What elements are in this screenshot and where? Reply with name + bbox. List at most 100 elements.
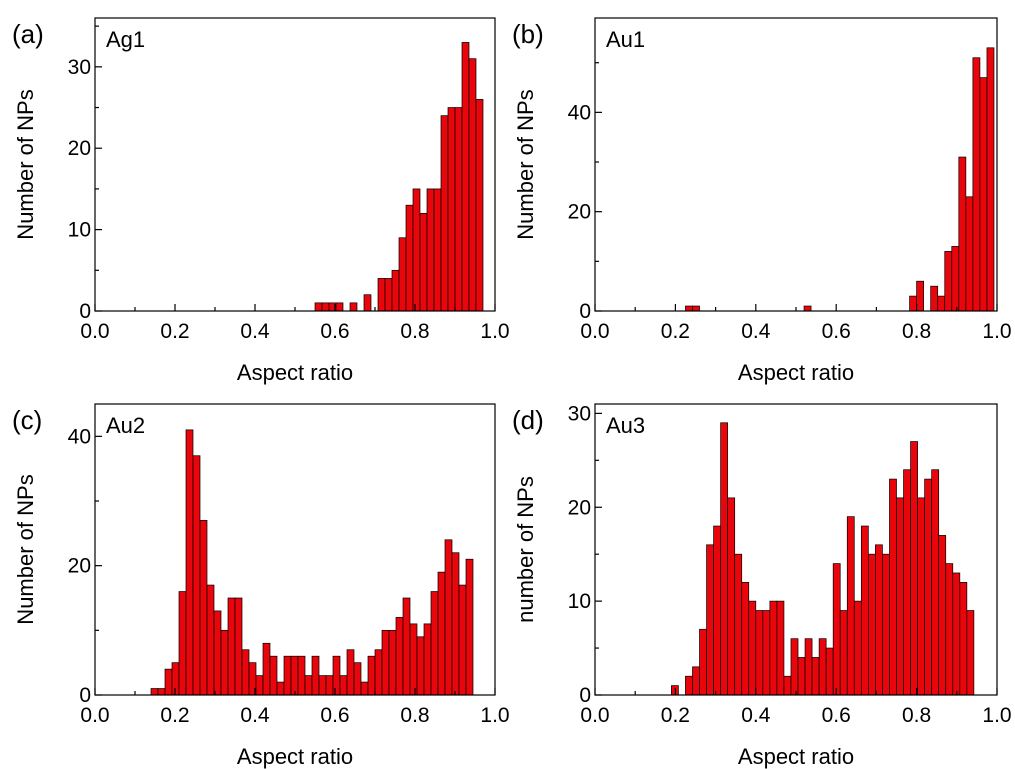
x-tick-label: 0.2 [661, 704, 690, 727]
bars [685, 47, 995, 312]
y-tick-label: 40 [68, 425, 91, 448]
histogram-bar [931, 469, 940, 696]
sample-label: Ag1 [106, 27, 145, 52]
histogram-bar [832, 563, 841, 696]
x-tick-label: 1.0 [480, 704, 509, 727]
y-axis-title: Number of NPs [13, 474, 38, 624]
y-axis-title: number of NPs [513, 476, 538, 623]
plot-frame [594, 17, 998, 312]
histogram-bar [241, 649, 250, 696]
histogram-bar [951, 246, 960, 312]
histogram-bar [283, 655, 292, 696]
x-axis-title: Aspect ratio [237, 360, 353, 385]
histogram-bar [405, 204, 414, 312]
histogram-bar [185, 429, 194, 696]
x-axis-title: Aspect ratio [738, 360, 854, 385]
histogram-bar [426, 188, 435, 312]
x-tick-label: 0.8 [400, 320, 429, 343]
histogram-bar [776, 600, 785, 696]
x-axis-title: Aspect ratio [237, 744, 353, 769]
histogram-bar [896, 497, 904, 696]
histogram-bar [706, 544, 714, 696]
histogram-bar [433, 188, 442, 312]
x-tick-label: 0.8 [902, 704, 931, 727]
y-tick-label: 20 [568, 201, 591, 224]
panel-label: (a) [12, 19, 44, 49]
histogram-bar [150, 688, 159, 696]
histogram-bar [699, 628, 707, 696]
y-tick-label: 30 [568, 402, 591, 425]
histogram-bar [458, 584, 467, 696]
histogram-bar [311, 655, 320, 696]
x-tick-label: 0.8 [400, 704, 429, 727]
histogram-bar [412, 188, 421, 312]
histogram-bar [440, 115, 449, 312]
histogram-bar [363, 294, 372, 312]
histogram-bar [909, 295, 917, 312]
histogram-bar [339, 675, 348, 696]
histogram-bar [321, 302, 330, 312]
histogram-bar [945, 563, 954, 696]
histogram-bar [734, 553, 743, 696]
y-tick-label: 0 [579, 300, 591, 323]
x-tick-label: 0.0 [80, 320, 109, 343]
histogram-bar [839, 610, 848, 696]
histogram-bar [853, 600, 862, 696]
y-tick-label: 20 [68, 555, 91, 578]
x-tick-label: 0.4 [741, 320, 771, 343]
x-tick-label: 0.2 [661, 320, 690, 343]
histogram-bar [335, 302, 344, 312]
histogram-bar [783, 675, 792, 696]
sample-label: Au3 [606, 413, 645, 438]
histogram-bar [332, 655, 341, 696]
histogram-bar [916, 280, 924, 312]
y-axis-title: Number of NPs [13, 89, 38, 239]
x-tick-label: 0.8 [902, 320, 931, 343]
y-tick-label: 0 [79, 300, 91, 323]
x-axis-title: Aspect ratio [738, 744, 854, 769]
histogram-bar [367, 655, 376, 696]
x-tick-label: 1.0 [480, 320, 509, 343]
histogram-bar [972, 57, 981, 312]
y-tick-label: 30 [68, 56, 91, 79]
histogram-bar [381, 629, 390, 696]
panel-label: (d) [512, 405, 544, 435]
histogram-bar [255, 675, 264, 696]
histogram-bar [868, 553, 876, 696]
histogram-bar [318, 675, 327, 696]
histogram-bar [164, 668, 173, 696]
histogram-bar [875, 544, 883, 696]
histogram-bar [353, 662, 362, 696]
panel-c: 0.0 0.2 0.4 0.6 0.8 1.0 0 20 40 (c) Au2 Aspect rati… [12, 403, 510, 769]
x-tick-label: 0.0 [580, 704, 609, 727]
histogram-bar [803, 305, 812, 312]
histogram-bar [447, 107, 456, 312]
histogram-bar [924, 478, 933, 696]
sample-label: Au2 [106, 413, 145, 438]
panel-d: 0.0 0.2 0.4 0.6 0.8 1.0 0 10 20 30 (d) Au3 Aspect ra… [512, 402, 1012, 769]
histogram-bar [818, 638, 827, 696]
histogram-bar [423, 623, 432, 696]
x-tick-label: 0.0 [580, 320, 609, 343]
histogram-bar [825, 647, 834, 696]
histogram-bar [937, 295, 946, 312]
histogram-bar [846, 516, 855, 696]
histogram-bar [192, 455, 201, 696]
histogram-bar [157, 688, 166, 696]
histogram-bar [178, 591, 187, 696]
histogram-bar [206, 584, 215, 696]
histogram-bar [811, 657, 820, 696]
x-tick-label: 0.4 [240, 704, 270, 727]
panel-label: (c) [12, 405, 42, 435]
histogram-bar [234, 597, 243, 696]
histogram-bar [769, 600, 778, 696]
x-tick-label: 0.6 [320, 320, 349, 343]
histogram-bar [374, 649, 383, 696]
sample-label: Au1 [606, 27, 645, 52]
histogram-bar [391, 269, 400, 312]
histogram-bar [276, 681, 285, 696]
x-tick-label: 0.6 [822, 704, 851, 727]
histogram-bar [762, 610, 771, 696]
histogram-bar [903, 469, 911, 696]
histogram-bar [409, 623, 418, 696]
